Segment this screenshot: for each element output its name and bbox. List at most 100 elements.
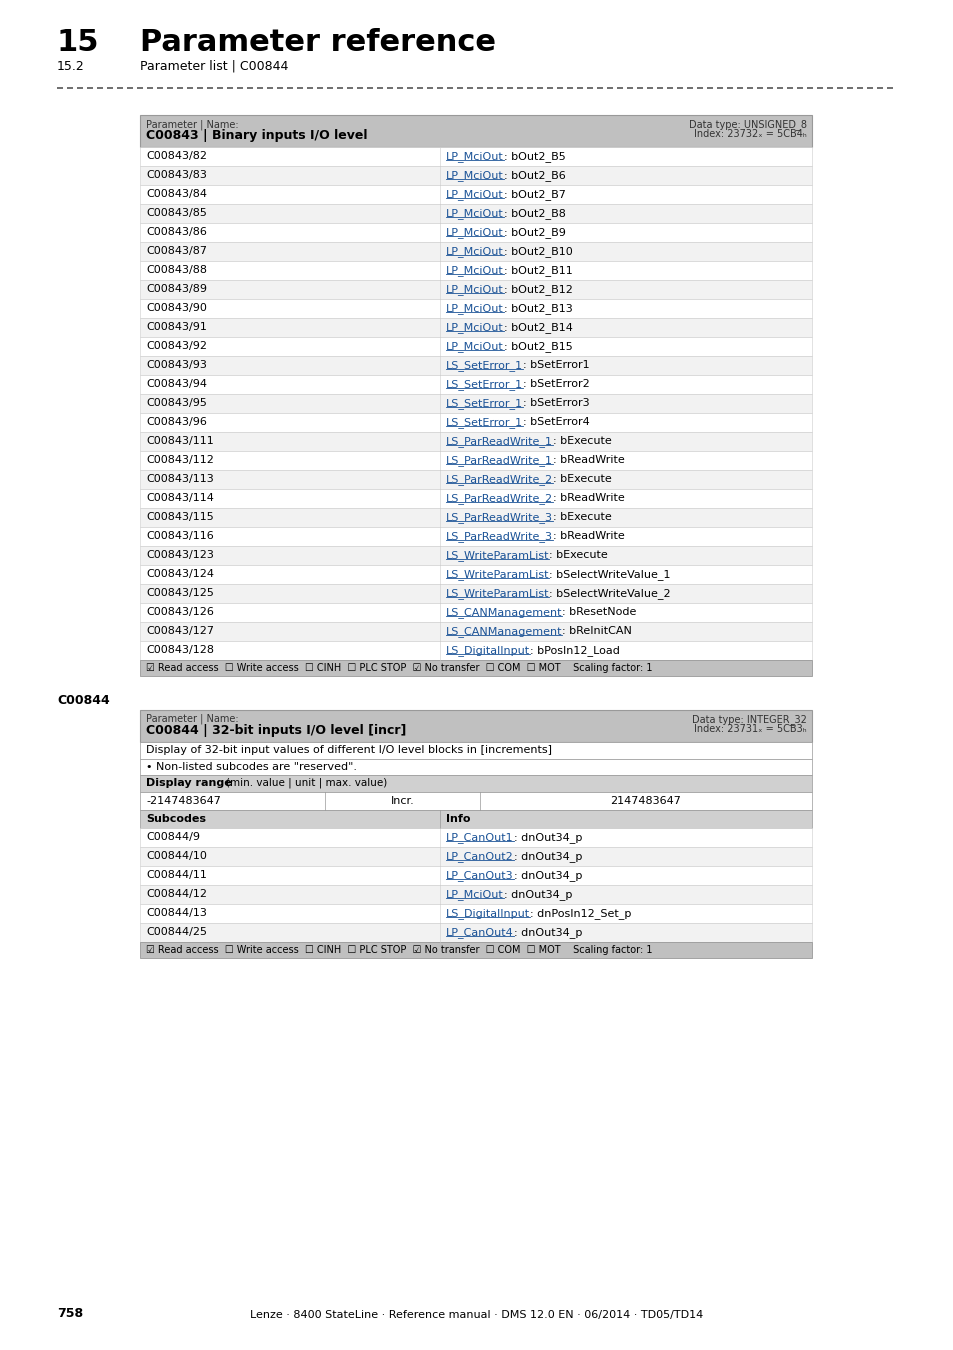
- Bar: [140, 508, 811, 526]
- Text: LP_MciOut: LP_MciOut: [446, 170, 503, 181]
- Text: : dnOut34_p: : dnOut34_p: [513, 869, 581, 882]
- Text: C00843/111: C00843/111: [146, 436, 213, 446]
- Bar: [140, 394, 811, 413]
- Text: Parameter | Name:: Parameter | Name:: [146, 119, 238, 130]
- Bar: [140, 356, 811, 375]
- Text: : dnOut34_p: : dnOut34_p: [503, 890, 572, 900]
- Text: : bExecute: : bExecute: [553, 474, 611, 485]
- Bar: [140, 279, 811, 298]
- Text: : bReadWrite: : bReadWrite: [553, 531, 624, 541]
- Text: C00844 | 32-bit inputs I/O level [incr]: C00844 | 32-bit inputs I/O level [incr]: [146, 724, 406, 737]
- Bar: [140, 904, 811, 923]
- Bar: [140, 622, 811, 641]
- Bar: [140, 641, 811, 660]
- Text: C00844/10: C00844/10: [146, 850, 207, 861]
- Text: C00843/125: C00843/125: [146, 589, 213, 598]
- Text: LS_DigitalInput: LS_DigitalInput: [446, 645, 530, 656]
- Text: C00843/92: C00843/92: [146, 342, 207, 351]
- Text: LS_CANManagement: LS_CANManagement: [446, 608, 562, 618]
- Text: LS_CANManagement: LS_CANManagement: [446, 626, 562, 637]
- Text: : bSetError1: : bSetError1: [522, 360, 589, 370]
- Text: Info: Info: [446, 814, 470, 824]
- Text: : bSelectWriteValue_2: : bSelectWriteValue_2: [549, 589, 670, 599]
- Text: LP_MciOut: LP_MciOut: [446, 323, 503, 333]
- Text: Incr.: Incr.: [390, 796, 414, 806]
- Text: LS_SetError_1: LS_SetError_1: [446, 360, 522, 371]
- Bar: [140, 828, 811, 846]
- Text: : bExecute: : bExecute: [549, 549, 608, 560]
- Bar: [140, 413, 811, 432]
- Text: : bOut2_B11: : bOut2_B11: [503, 265, 572, 275]
- Text: : bOut2_B10: : bOut2_B10: [503, 246, 572, 256]
- Bar: [140, 743, 811, 759]
- Text: LS_ParReadWrite_2: LS_ParReadWrite_2: [446, 493, 553, 504]
- Bar: [140, 115, 811, 147]
- Text: C00844/13: C00844/13: [146, 909, 207, 918]
- Text: : bSelectWriteValue_1: : bSelectWriteValue_1: [549, 568, 670, 580]
- Text: C00843/87: C00843/87: [146, 246, 207, 256]
- Text: LS_WriteParamList: LS_WriteParamList: [446, 589, 549, 599]
- Text: Parameter list | C00844: Parameter list | C00844: [140, 59, 288, 73]
- Text: C00843/84: C00843/84: [146, 189, 207, 198]
- Text: C00843/96: C00843/96: [146, 417, 207, 427]
- Text: LP_CanOut2: LP_CanOut2: [446, 850, 514, 861]
- Bar: [140, 603, 811, 622]
- Bar: [140, 470, 811, 489]
- Text: LS_ParReadWrite_1: LS_ParReadWrite_1: [446, 436, 553, 447]
- Text: ☑ Read access  ☐ Write access  ☐ CINH  ☐ PLC STOP  ☑ No transfer  ☐ COM  ☐ MOT  : ☑ Read access ☐ Write access ☐ CINH ☐ PL…: [146, 663, 652, 674]
- Text: C00844/25: C00844/25: [146, 927, 207, 937]
- Text: : bExecute: : bExecute: [553, 436, 611, 446]
- Text: LP_MciOut: LP_MciOut: [446, 208, 503, 219]
- Text: : bReadWrite: : bReadWrite: [553, 455, 624, 464]
- Bar: [140, 846, 811, 865]
- Bar: [140, 865, 811, 886]
- Text: Display of 32-bit input values of different I/O level blocks in [increments]: Display of 32-bit input values of differ…: [146, 745, 552, 755]
- Text: C00843/128: C00843/128: [146, 645, 213, 655]
- Text: LS_SetError_1: LS_SetError_1: [446, 417, 522, 428]
- Bar: [140, 545, 811, 566]
- Text: : dnOut34_p: : dnOut34_p: [514, 927, 581, 938]
- Text: Subcodes: Subcodes: [146, 814, 206, 824]
- Text: 15.2: 15.2: [57, 59, 85, 73]
- Text: : bOut2_B7: : bOut2_B7: [503, 189, 565, 200]
- Bar: [140, 319, 811, 338]
- Text: LS_DigitalInput: LS_DigitalInput: [446, 909, 530, 919]
- Bar: [140, 204, 811, 223]
- Bar: [140, 585, 811, 603]
- Text: : bReInitCAN: : bReInitCAN: [562, 626, 632, 636]
- Bar: [140, 242, 811, 261]
- Text: LS_ParReadWrite_2: LS_ParReadWrite_2: [446, 474, 553, 485]
- Text: LS_ParReadWrite_3: LS_ParReadWrite_3: [446, 531, 553, 541]
- Text: C00843/85: C00843/85: [146, 208, 207, 217]
- Bar: [140, 375, 811, 394]
- Text: LP_CanOut1: LP_CanOut1: [446, 832, 513, 842]
- Text: C00843/94: C00843/94: [146, 379, 207, 389]
- Text: LP_MciOut: LP_MciOut: [446, 284, 503, 294]
- Text: : bSetError4: : bSetError4: [522, 417, 589, 427]
- Text: • Non-listed subcodes are "reserved".: • Non-listed subcodes are "reserved".: [146, 761, 356, 772]
- Text: C00843/93: C00843/93: [146, 360, 207, 370]
- Text: LS_SetError_1: LS_SetError_1: [446, 398, 522, 409]
- Text: Display range: Display range: [146, 778, 232, 788]
- Text: : bSetError3: : bSetError3: [522, 398, 589, 408]
- Text: C00843/88: C00843/88: [146, 265, 207, 275]
- Text: C00843/123: C00843/123: [146, 549, 213, 560]
- Text: C00844/12: C00844/12: [146, 890, 207, 899]
- Text: : bOut2_B13: : bOut2_B13: [503, 302, 572, 315]
- Text: C00843/126: C00843/126: [146, 608, 213, 617]
- Text: LP_MciOut: LP_MciOut: [446, 227, 503, 238]
- Text: Lenze · 8400 StateLine · Reference manual · DMS 12.0 EN · 06/2014 · TD05/TD14: Lenze · 8400 StateLine · Reference manua…: [250, 1310, 703, 1320]
- Text: : dnOut34_p: : dnOut34_p: [513, 832, 581, 842]
- Bar: [140, 759, 811, 775]
- Text: : bExecute: : bExecute: [553, 512, 611, 522]
- Text: : bReadWrite: : bReadWrite: [553, 493, 624, 504]
- Bar: [140, 166, 811, 185]
- Bar: [140, 185, 811, 204]
- Text: Index: 23732ₓ = 5CB4ₕ: Index: 23732ₓ = 5CB4ₕ: [694, 130, 806, 139]
- Text: C00843/82: C00843/82: [146, 151, 207, 161]
- Text: C00844/11: C00844/11: [146, 869, 207, 880]
- Bar: [140, 261, 811, 279]
- Text: : bResetNode: : bResetNode: [562, 608, 637, 617]
- Text: 15: 15: [57, 28, 99, 57]
- Text: C00843 | Binary inputs I/O level: C00843 | Binary inputs I/O level: [146, 130, 367, 142]
